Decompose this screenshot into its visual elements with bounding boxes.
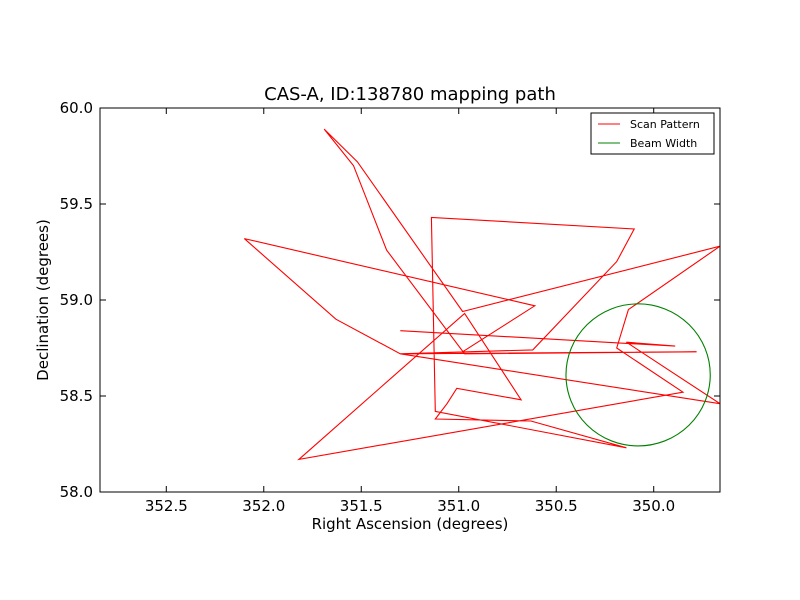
y-axis-title: Declination (degrees) (34, 219, 52, 381)
beam-width-circle (565, 303, 711, 447)
scan-pattern-line (243, 128, 720, 461)
legend: Scan Pattern Beam Width (590, 112, 715, 155)
x-tick-label: 352.0 (242, 497, 285, 515)
ticks-layer: 352.5 352.0 351.5 351.0 350.5 350.0 58.0 58.5 59… (60, 99, 720, 515)
y-tick-label: 58.0 (60, 483, 93, 501)
y-tick-label: 59.0 (60, 291, 93, 309)
chart-title: CAS-A, ID:138780 mapping path (264, 84, 556, 105)
x-tick-label: 352.5 (145, 497, 188, 515)
plot-area: 352.5 352.0 351.5 351.0 350.5 350.0 58.0 58.5 59… (60, 99, 721, 515)
x-tick-label: 350.5 (535, 497, 578, 515)
x-tick-label: 351.5 (340, 497, 383, 515)
legend-label-scan-pattern: Scan Pattern (630, 118, 700, 131)
y-tick-label: 58.5 (60, 387, 93, 405)
series-layer (243, 128, 720, 461)
legend-box (590, 112, 715, 155)
x-axis-title: Right Ascension (degrees) (312, 515, 509, 533)
legend-label-beam-width: Beam Width (630, 137, 697, 150)
y-tick-label: 60.0 (60, 99, 93, 117)
x-tick-label: 351.0 (437, 497, 480, 515)
y-tick-label: 59.5 (60, 195, 93, 213)
plot-background (100, 108, 720, 492)
x-tick-label: 350.0 (632, 497, 675, 515)
